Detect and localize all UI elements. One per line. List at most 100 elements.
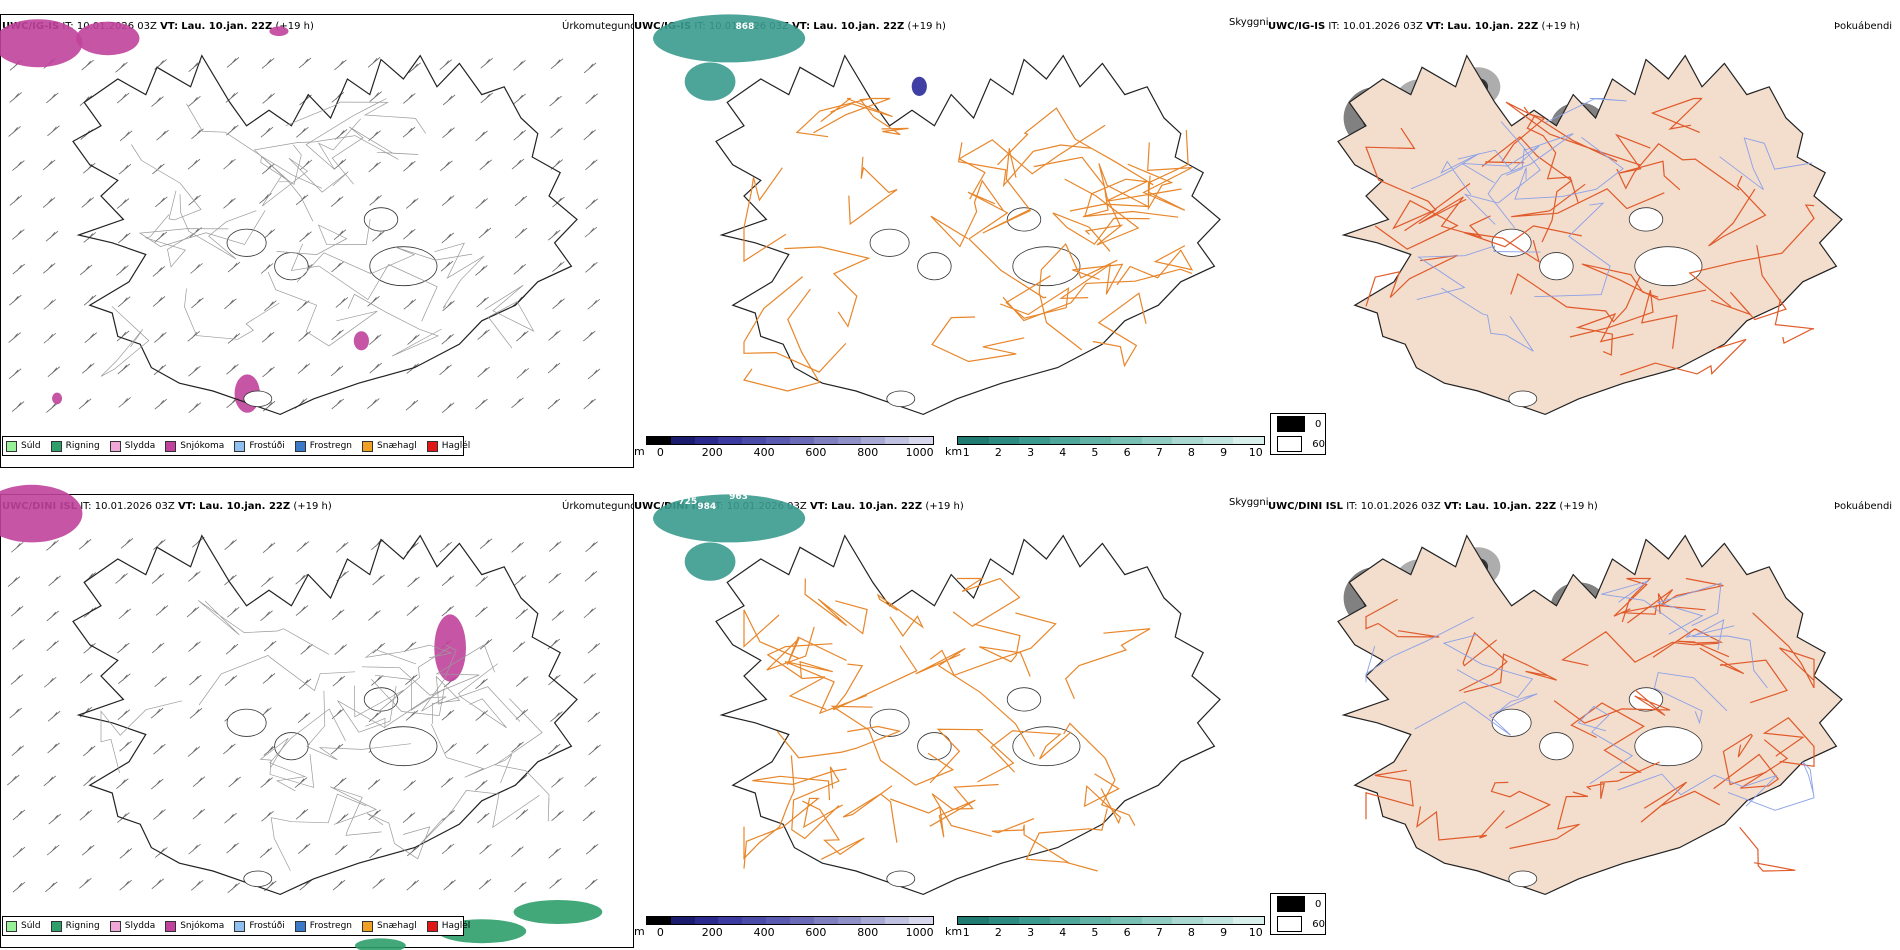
colorbar-tick: 10 — [1248, 926, 1263, 939]
wind-barb — [369, 91, 382, 102]
road-line — [1762, 717, 1815, 767]
road-line — [1463, 147, 1541, 225]
road-line — [259, 737, 315, 788]
wind-barb — [117, 812, 130, 823]
fog-swatch — [1277, 416, 1305, 432]
wind-barb — [296, 541, 310, 552]
wind-barb — [334, 59, 347, 71]
road-line — [267, 271, 378, 347]
colorbar-cell — [861, 917, 886, 924]
road-line — [361, 644, 496, 696]
wind-barb — [260, 263, 274, 274]
panel-header-top-fog: UWC/IG-IS IT: 10.01.2026 03Z VT: Lau. 10… — [1268, 21, 1580, 33]
road-line — [305, 98, 387, 170]
wind-barb — [403, 93, 416, 104]
colorbar-cell — [1019, 917, 1050, 924]
colorbar-tick: 200 — [701, 926, 723, 939]
road-line — [1485, 106, 1546, 164]
road-line — [419, 790, 540, 846]
road-line — [431, 675, 521, 724]
wind-barb — [587, 711, 601, 723]
legend-item-5: Frostregn — [294, 920, 352, 932]
wind-barb — [8, 126, 21, 137]
colorbar-ticks: 1 2 3 4 5 6 7 8 9 10 — [957, 925, 1265, 939]
wind-barb — [336, 813, 349, 825]
road-line — [1713, 739, 1789, 790]
wind-barb — [46, 402, 59, 413]
wind-barb — [547, 229, 561, 241]
road-line — [743, 167, 787, 263]
wind-barb — [476, 296, 489, 308]
wind-barb — [511, 541, 524, 553]
road-line — [1064, 178, 1140, 246]
road-line — [1708, 175, 1767, 247]
colorbar-tick: 7 — [1155, 926, 1163, 939]
road-line — [784, 660, 868, 715]
wind-barb — [46, 92, 59, 104]
wind-barb — [475, 606, 488, 618]
colorbar-cell — [958, 917, 989, 924]
wind-barb — [295, 605, 309, 616]
wind-barb — [150, 778, 164, 790]
wind-barb — [584, 776, 597, 787]
colorbar-cell — [1141, 917, 1173, 924]
road-line — [784, 246, 871, 328]
glacier-outline — [226, 708, 267, 737]
wind-barb — [511, 741, 524, 753]
wind-barb — [367, 398, 380, 409]
colorbar-cell — [1172, 917, 1203, 924]
iceland-precip-1 — [72, 534, 578, 896]
road-line — [1620, 338, 1747, 376]
road-line — [1092, 292, 1147, 368]
wind-barb — [115, 61, 128, 73]
legend-swatch — [50, 440, 62, 452]
legend-label: Rigning — [65, 921, 100, 931]
snow-area — [51, 392, 63, 405]
wind-barb — [188, 402, 202, 414]
wind-barb — [475, 780, 488, 791]
road-line — [330, 786, 382, 836]
fog-label: 0 — [1315, 898, 1322, 910]
iceland-coastline — [72, 534, 578, 896]
wind-barb — [440, 260, 454, 272]
wind-barb — [549, 95, 562, 107]
road-line — [915, 647, 1035, 757]
wind-barb — [443, 879, 456, 891]
wind-barb — [550, 127, 563, 139]
legend-label: Haglél — [441, 441, 471, 451]
legend-label: Haglél — [441, 921, 471, 931]
road-line — [820, 97, 893, 123]
legend-label: Frostregn — [309, 441, 353, 451]
road-line — [1509, 791, 1589, 850]
precip-map-frame-top — [0, 14, 634, 468]
lead-time: (+19 h) — [1541, 21, 1580, 32]
road-line — [296, 246, 473, 283]
wind-barb — [549, 878, 562, 889]
legend-swatch — [294, 440, 306, 452]
wind-barb — [46, 640, 59, 652]
road-line — [1365, 127, 1471, 211]
wind-barb — [260, 126, 274, 138]
wind-barb — [335, 297, 349, 308]
colorbar-cell — [742, 917, 767, 924]
road-line — [138, 210, 266, 247]
road-line — [1416, 806, 1505, 841]
legend-item-2: Slydda — [109, 440, 155, 452]
colorbar-altitude-bottom: m 0 200 400 600 800 1000 — [634, 916, 934, 939]
legend-label: Slydda — [124, 921, 156, 931]
wind-barb — [513, 129, 526, 141]
wind-barb — [548, 572, 562, 584]
wind-barb — [585, 93, 598, 104]
road-line — [144, 214, 197, 268]
vis-value-label: 963 — [729, 492, 748, 502]
wind-barb — [441, 232, 455, 244]
wind-barb — [585, 198, 599, 210]
panel-header-bottom-fog: UWC/DINI ISL IT: 10.01.2026 03Z VT: Lau.… — [1268, 501, 1598, 513]
road-line — [1025, 808, 1108, 872]
road-line — [371, 674, 445, 716]
road-line — [1365, 254, 1458, 307]
wind-barb — [330, 365, 344, 377]
it-value: 10.01.2026 03Z — [1342, 21, 1423, 32]
wind-barb — [224, 539, 237, 550]
colorbar-tick: 1 — [962, 446, 970, 459]
